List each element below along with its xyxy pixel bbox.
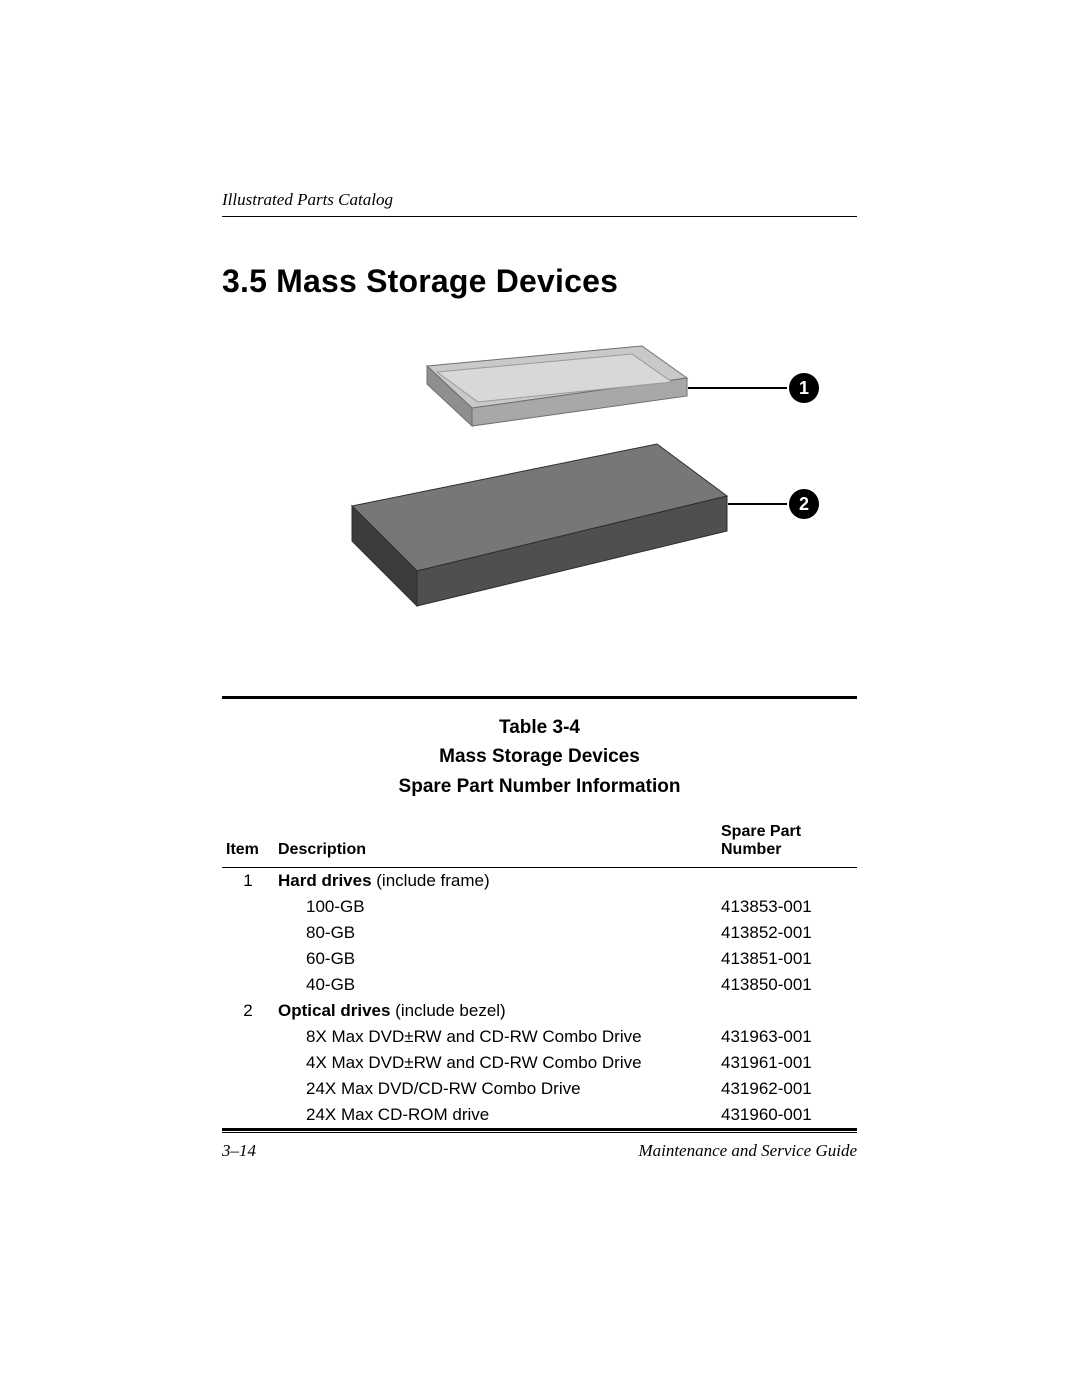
footer-page-ref: 3–14 <box>222 1141 256 1161</box>
cell-item <box>222 920 274 946</box>
cell-part-number: 413852-001 <box>717 920 857 946</box>
svg-text:1: 1 <box>799 378 809 398</box>
callout-2: 2 <box>789 489 819 519</box>
table-row: 80-GB413852-001 <box>222 920 857 946</box>
figure-hard-drive <box>427 346 687 426</box>
cell-description: 40-GB <box>274 972 717 998</box>
callout-1: 1 <box>789 373 819 403</box>
table-row: 60-GB413851-001 <box>222 946 857 972</box>
cell-part-number: 431960-001 <box>717 1102 857 1128</box>
footer-doc-title: Maintenance and Service Guide <box>638 1141 857 1161</box>
cell-description: 100-GB <box>274 894 717 920</box>
cell-description: 60-GB <box>274 946 717 972</box>
page-content: Illustrated Parts Catalog 3.5 Mass Stora… <box>222 190 857 1131</box>
cell-description: 4X Max DVD±RW and CD-RW Combo Drive <box>274 1050 717 1076</box>
caption-line-2: Mass Storage Devices <box>222 742 857 771</box>
cell-item <box>222 1024 274 1050</box>
cell-item <box>222 946 274 972</box>
parts-table-wrap: Table 3-4 Mass Storage Devices Spare Par… <box>222 696 857 1131</box>
table-row: 40-GB413850-001 <box>222 972 857 998</box>
cell-part-number: 413850-001 <box>717 972 857 998</box>
table-bottom-rule <box>222 1128 857 1131</box>
table-row: 24X Max DVD/CD-RW Combo Drive431962-001 <box>222 1076 857 1102</box>
table-caption: Table 3-4 Mass Storage Devices Spare Par… <box>222 713 857 801</box>
caption-line-1: Table 3-4 <box>222 713 857 742</box>
section-heading: 3.5 Mass Storage Devices <box>222 263 857 300</box>
th-spare-part-l1: Spare Part <box>721 823 801 840</box>
page-footer: 3–14 Maintenance and Service Guide <box>222 1132 857 1161</box>
cell-empty <box>717 868 857 894</box>
cell-group-label: Hard drives (include frame) <box>274 868 717 894</box>
running-head: Illustrated Parts Catalog <box>222 190 857 210</box>
table-row: 4X Max DVD±RW and CD-RW Combo Drive43196… <box>222 1050 857 1076</box>
cell-part-number: 413853-001 <box>717 894 857 920</box>
table-body: 1Hard drives (include frame)100-GB413853… <box>222 867 857 1128</box>
cell-item: 2 <box>222 998 274 1024</box>
figure-svg: 1 2 <box>222 336 857 656</box>
svg-text:2: 2 <box>799 494 809 514</box>
th-spare-part-l2: Number <box>721 841 781 858</box>
cell-item: 1 <box>222 868 274 894</box>
cell-item <box>222 1102 274 1128</box>
header-rule <box>222 216 857 217</box>
cell-description: 8X Max DVD±RW and CD-RW Combo Drive <box>274 1024 717 1050</box>
cell-group-label: Optical drives (include bezel) <box>274 998 717 1024</box>
figure-optical-drive <box>352 444 727 606</box>
cell-item <box>222 1050 274 1076</box>
figure-mass-storage: 1 2 <box>222 336 857 656</box>
cell-part-number: 413851-001 <box>717 946 857 972</box>
cell-part-number: 431961-001 <box>717 1050 857 1076</box>
caption-line-3: Spare Part Number Information <box>222 772 857 801</box>
cell-item <box>222 972 274 998</box>
table-group-header: 1Hard drives (include frame) <box>222 868 857 894</box>
table-head: Item Description Spare Part Number <box>222 817 857 867</box>
cell-item <box>222 894 274 920</box>
cell-part-number: 431962-001 <box>717 1076 857 1102</box>
table-top-rule <box>222 696 857 699</box>
cell-description: 24X Max DVD/CD-RW Combo Drive <box>274 1076 717 1102</box>
cell-description: 24X Max CD-ROM drive <box>274 1102 717 1128</box>
cell-description: 80-GB <box>274 920 717 946</box>
footer-row: 3–14 Maintenance and Service Guide <box>222 1141 857 1161</box>
cell-empty <box>717 998 857 1024</box>
parts-table: Item Description Spare Part Number 1Hard… <box>222 817 857 1128</box>
cell-part-number: 431963-001 <box>717 1024 857 1050</box>
footer-rule <box>222 1132 857 1133</box>
cell-item <box>222 1076 274 1102</box>
th-spare-part: Spare Part Number <box>717 817 857 867</box>
table-row: 100-GB413853-001 <box>222 894 857 920</box>
table-row: 24X Max CD-ROM drive431960-001 <box>222 1102 857 1128</box>
th-item: Item <box>222 817 274 867</box>
table-group-header: 2Optical drives (include bezel) <box>222 998 857 1024</box>
th-description: Description <box>274 817 717 867</box>
table-row: 8X Max DVD±RW and CD-RW Combo Drive43196… <box>222 1024 857 1050</box>
